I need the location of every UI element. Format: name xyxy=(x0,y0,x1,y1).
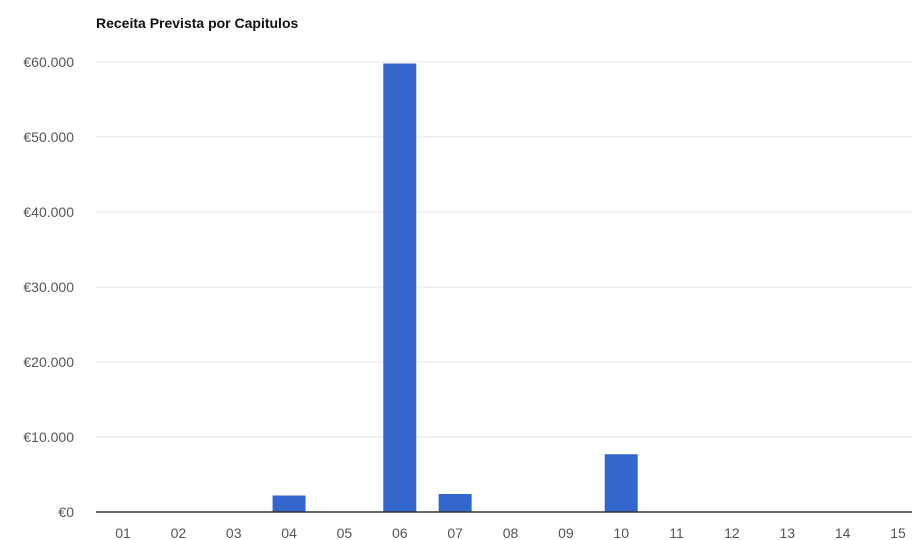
x-tick-labels: 01 02 03 04 05 06 07 08 09 10 11 12 13 14 15 xyxy=(115,525,906,540)
bar-04 xyxy=(272,495,306,512)
y-tick-label: €0 xyxy=(58,504,74,520)
x-tick-label: 10 xyxy=(613,525,629,540)
bar-07 xyxy=(438,494,472,512)
y-tick-label: €40.000 xyxy=(23,204,74,220)
x-tick-label: 02 xyxy=(171,525,187,540)
bars xyxy=(272,63,638,512)
x-tick-label: 09 xyxy=(558,525,574,540)
y-tick-label: €10.000 xyxy=(23,429,74,445)
x-tick-label: 08 xyxy=(503,525,519,540)
y-tick-label: €30.000 xyxy=(23,279,74,295)
y-tick-label: €50.000 xyxy=(23,129,74,145)
bar-06 xyxy=(383,63,417,512)
y-tick-label: €20.000 xyxy=(23,354,74,370)
x-tick-label: 14 xyxy=(835,525,851,540)
x-tick-label: 04 xyxy=(281,525,297,540)
x-tick-label: 13 xyxy=(779,525,795,540)
y-tick-label: €60.000 xyxy=(23,54,74,70)
chart-title: Receita Prevista por Capitulos xyxy=(96,15,299,31)
x-tick-label: 06 xyxy=(392,525,408,540)
y-tick-labels: €0 €10.000 €20.000 €30.000 €40.000 €50.000 €60… xyxy=(23,54,74,520)
gridlines xyxy=(96,61,912,438)
x-tick-label: 11 xyxy=(669,525,684,540)
x-tick-label: 12 xyxy=(724,525,740,540)
x-tick-label: 07 xyxy=(447,525,463,540)
bar-10 xyxy=(604,454,638,512)
x-tick-label: 05 xyxy=(337,525,353,540)
x-tick-label: 03 xyxy=(226,525,242,540)
x-tick-label: 15 xyxy=(890,525,906,540)
x-tick-label: 01 xyxy=(115,525,131,540)
